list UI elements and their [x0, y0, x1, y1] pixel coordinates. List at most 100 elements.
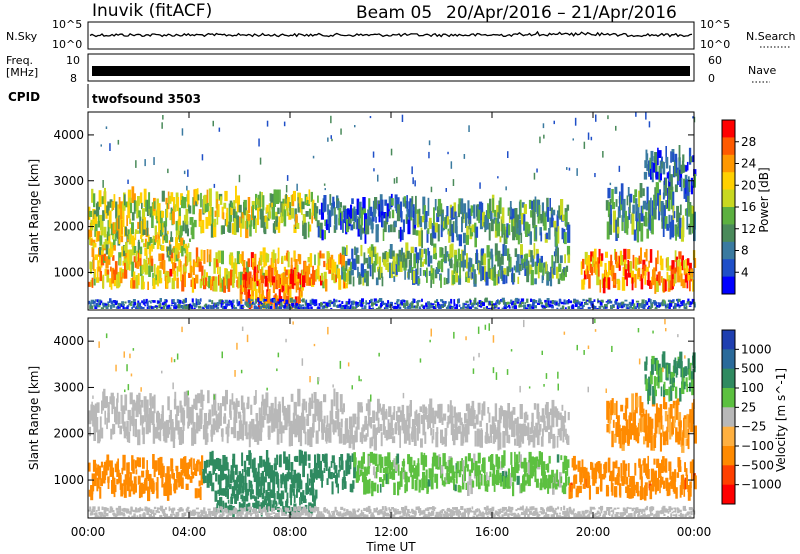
heatmap-cell — [97, 260, 100, 271]
heatmap-cell — [264, 496, 267, 506]
heatmap-cell — [428, 304, 432, 309]
heatmap-cell — [265, 461, 269, 477]
heatmap-cell — [578, 485, 582, 493]
heatmap-cell — [617, 280, 621, 291]
heatmap-cell — [311, 479, 314, 495]
heatmap-cell — [637, 267, 641, 277]
heatmap-cell — [400, 201, 402, 218]
colorbar-segment — [722, 224, 735, 243]
heatmap-cell — [94, 306, 98, 309]
heatmap-cell — [599, 300, 603, 306]
heatmap-cell — [277, 273, 280, 289]
heatmap-cell — [111, 201, 113, 212]
heatmap-cell — [327, 302, 330, 307]
heatmap-cell — [576, 168, 578, 176]
heatmap-cell — [93, 243, 97, 248]
heatmap-cell — [270, 490, 274, 498]
heatmap-cell — [290, 462, 294, 471]
heatmap-cell — [107, 255, 111, 265]
heatmap-cell — [384, 466, 388, 481]
heatmap-cell — [663, 381, 666, 390]
heatmap-cell — [325, 304, 329, 309]
heatmap-cell — [486, 483, 489, 492]
heatmap-cell — [285, 193, 287, 204]
heatmap-cell — [534, 305, 537, 309]
heatmap-cell — [212, 418, 216, 435]
heatmap-cell — [691, 407, 694, 423]
heatmap-cell — [634, 409, 636, 431]
heatmap-cell — [260, 255, 263, 265]
heatmap-cell — [151, 411, 155, 425]
heatmap-cell — [505, 423, 509, 436]
heatmap-cell — [540, 232, 543, 242]
heatmap-cell — [449, 405, 453, 423]
heatmap-cell — [111, 303, 114, 306]
heatmap-cell — [452, 274, 456, 285]
heatmap-cell — [173, 508, 176, 511]
heatmap-cell — [275, 409, 279, 422]
heatmap-cell — [88, 462, 91, 472]
heatmap-cell — [491, 473, 496, 486]
heatmap-cell — [97, 231, 101, 242]
heatmap-cell — [507, 468, 510, 484]
heatmap-cell — [659, 173, 662, 181]
heatmap-cell — [231, 306, 234, 309]
heatmap-cell — [332, 196, 335, 206]
heatmap-cell — [355, 426, 358, 443]
heatmap-cell — [645, 149, 648, 164]
heatmap-cell — [105, 464, 108, 476]
heatmap-cell — [462, 302, 466, 308]
heatmap-cell — [269, 299, 273, 305]
heatmap-cell — [376, 252, 379, 264]
heatmap-cell — [675, 303, 677, 307]
heatmap-cell — [453, 478, 456, 491]
heatmap-cell — [180, 405, 183, 423]
heatmap-cell — [253, 305, 257, 309]
heatmap-cell — [316, 511, 320, 516]
heatmap-cell — [305, 299, 308, 304]
heatmap-cell — [274, 396, 277, 418]
heatmap-cell — [243, 407, 246, 425]
heatmap-cell — [108, 233, 111, 244]
heatmap-cell — [287, 514, 290, 517]
heatmap-cell — [408, 201, 412, 220]
heatmap-cell — [295, 508, 298, 514]
heatmap-cell — [590, 136, 593, 141]
heatmap-cell — [470, 302, 474, 306]
heatmap-cell — [208, 409, 212, 417]
heatmap-cell — [376, 224, 379, 231]
heatmap-cell — [391, 507, 394, 510]
heatmap-cell — [255, 511, 259, 514]
heatmap-cell — [405, 475, 408, 492]
heatmap-cell — [501, 297, 505, 303]
heatmap-cell — [541, 408, 545, 423]
heatmap-cell — [674, 405, 676, 423]
heatmap-cell — [357, 266, 359, 278]
heatmap-cell — [302, 298, 305, 303]
heatmap-cell — [316, 507, 320, 512]
heatmap-cell — [427, 479, 431, 487]
heatmap-cell — [370, 298, 373, 302]
heatmap-cell — [594, 173, 596, 178]
heatmap-cell — [449, 400, 452, 413]
heatmap-cell — [645, 248, 648, 262]
heatmap-cell — [141, 470, 145, 478]
heatmap-cell — [286, 175, 289, 181]
heatmap-cell — [233, 489, 236, 499]
heatmap-cell — [403, 300, 406, 303]
heatmap-cell — [239, 216, 241, 228]
heatmap-cell — [354, 246, 356, 255]
heatmap-cell — [190, 462, 193, 475]
heatmap-cell — [190, 412, 193, 425]
heatmap-cell — [640, 274, 644, 290]
heatmap-cell — [663, 384, 665, 397]
heatmap-cell — [104, 507, 108, 510]
heatmap-cell — [492, 198, 494, 212]
heatmap-cell — [184, 221, 189, 234]
heatmap-cell — [497, 212, 500, 224]
heatmap-cell — [635, 300, 640, 303]
heatmap-cell — [525, 411, 528, 420]
heatmap-cell — [541, 452, 543, 466]
heatmap-cell — [656, 274, 659, 281]
heatmap-cell — [369, 116, 372, 119]
